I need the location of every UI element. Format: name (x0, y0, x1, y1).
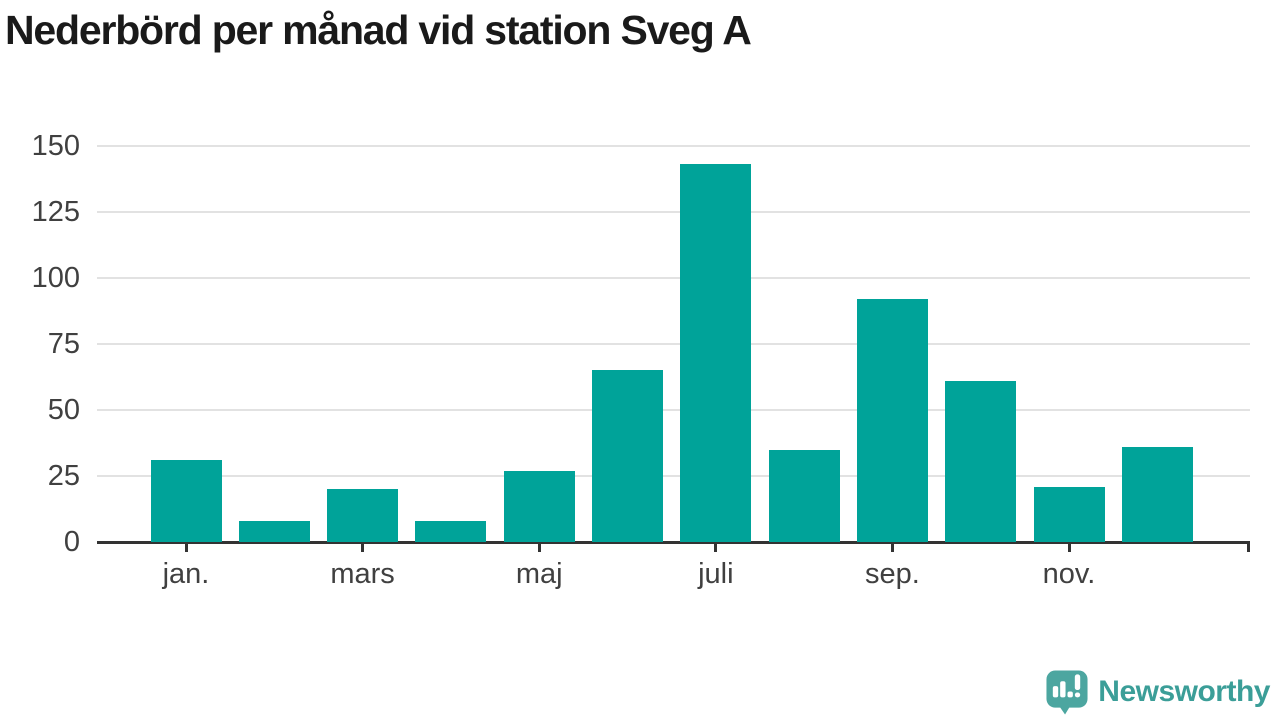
bar-dec (1121, 446, 1193, 542)
bar-juni (592, 370, 663, 542)
bar-maj (503, 470, 575, 542)
gridline-y-100 (97, 277, 1250, 279)
y-tick-label-125: 125 (31, 196, 80, 228)
bar-mars (327, 489, 399, 542)
x-axis-end-tick (1247, 543, 1250, 552)
bar-apr (415, 520, 487, 542)
x-tick-label-juli: juli (698, 558, 734, 590)
y-tick-label-50: 50 (47, 394, 80, 426)
bar-okt (945, 380, 1017, 542)
y-tick-label-75: 75 (47, 328, 80, 360)
brand-label: Newsworthy (1098, 675, 1270, 708)
gridline-y-125 (97, 211, 1250, 213)
x-tick-juli (714, 543, 718, 552)
speech-bubble-shape (1046, 670, 1088, 715)
newsworthy-chart-bubble-icon (1046, 670, 1088, 715)
mini-bar-chart-glyph (1053, 674, 1081, 698)
y-tick-label-0: 0 (63, 526, 80, 558)
gridline-y-50 (97, 409, 1250, 411)
x-tick-nov (1067, 543, 1071, 552)
bar-aug (768, 449, 840, 542)
bar-feb (238, 520, 310, 542)
x-tick-label-jan: jan. (162, 558, 210, 590)
x-tick-maj (537, 543, 541, 552)
y-tick-label-150: 150 (31, 130, 80, 162)
plot-area: 0 25 50 75 100 125 150 jan. mars maj juli sep. nov. (32, 131, 1250, 590)
x-tick-label-nov: nov. (1042, 558, 1096, 590)
bar-sep (856, 299, 928, 542)
y-tick-label-25: 25 (47, 460, 80, 492)
y-tick-label-100: 100 (31, 262, 80, 294)
gridline-y-25 (97, 475, 1250, 477)
x-axis-line (97, 541, 1250, 544)
x-tick-label-mars: mars (330, 558, 395, 590)
bar-nov (1033, 486, 1105, 542)
x-tick-mars (361, 543, 365, 552)
gridline-y-75 (97, 343, 1250, 345)
bar-juli (680, 164, 752, 542)
x-tick-label-sep: sep. (864, 558, 920, 590)
x-tick-sep (890, 543, 894, 552)
brand-footer: Newsworthy (1045, 669, 1270, 715)
chart-title: Nederbörd per månad vid station Sveg A (5, 7, 752, 53)
gridline-y-150 (97, 145, 1250, 147)
x-tick-jan (184, 543, 188, 552)
bar-jan (150, 460, 222, 542)
x-tick-label-maj: maj (515, 558, 563, 590)
